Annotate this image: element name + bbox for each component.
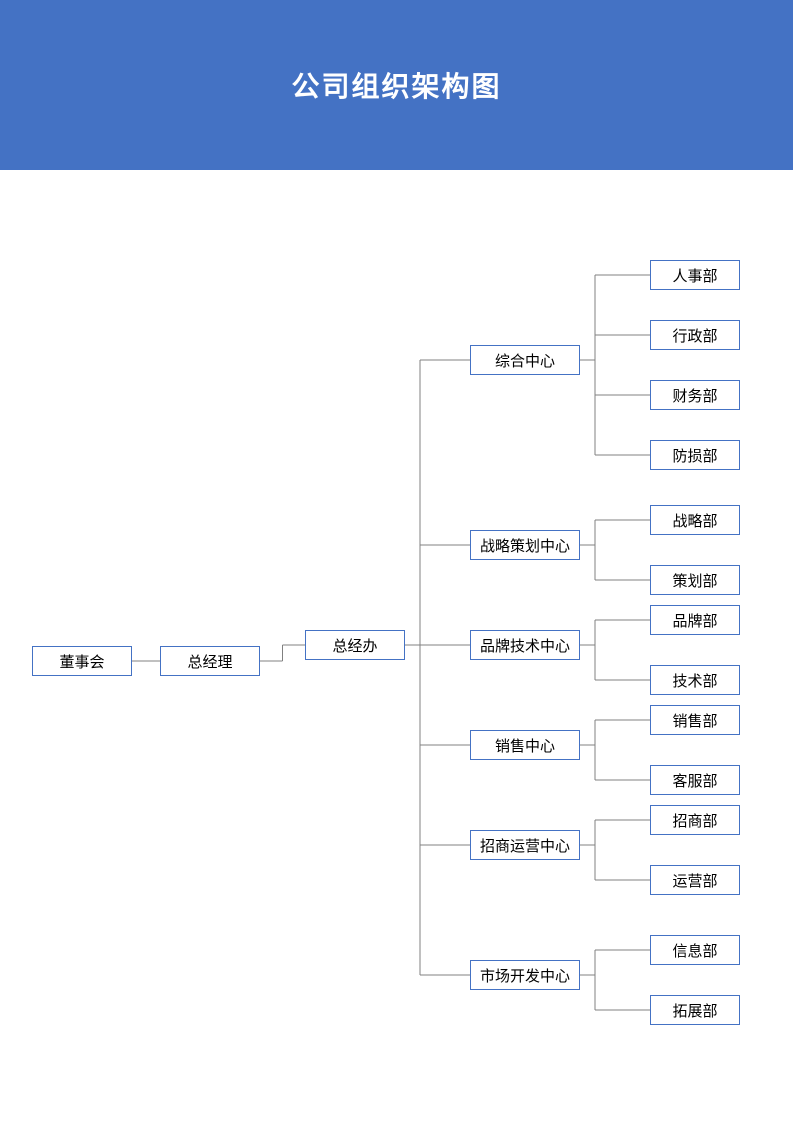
- node-board: 董事会: [32, 646, 132, 676]
- node-center-merchant-op: 招商运营中心: [470, 830, 580, 860]
- node-general-manager: 总经理: [160, 646, 260, 676]
- node-dept-finance: 财务部: [650, 380, 740, 410]
- node-center-brand-tech: 品牌技术中心: [470, 630, 580, 660]
- node-dept-planning: 策划部: [650, 565, 740, 595]
- node-dept-brand: 品牌部: [650, 605, 740, 635]
- node-dept-operation: 运营部: [650, 865, 740, 895]
- node-dept-expand: 拓展部: [650, 995, 740, 1025]
- node-center-general: 综合中心: [470, 345, 580, 375]
- node-center-strategy: 战略策划中心: [470, 530, 580, 560]
- node-center-market-dev: 市场开发中心: [470, 960, 580, 990]
- header-banner: 公司组织架构图: [0, 0, 793, 170]
- page-title: 公司组织架构图: [291, 65, 501, 105]
- node-dept-strategy: 战略部: [650, 505, 740, 535]
- node-dept-loss-prev: 防损部: [650, 440, 740, 470]
- node-center-sales: 销售中心: [470, 730, 580, 760]
- node-dept-cs: 客服部: [650, 765, 740, 795]
- org-chart: 董事会 总经理 总经办 综合中心 战略策划中心 品牌技术中心 销售中心 招商运营…: [0, 170, 793, 1122]
- node-dept-admin: 行政部: [650, 320, 740, 350]
- node-dept-info: 信息部: [650, 935, 740, 965]
- node-dept-hr: 人事部: [650, 260, 740, 290]
- node-dept-sales: 销售部: [650, 705, 740, 735]
- node-dept-tech: 技术部: [650, 665, 740, 695]
- node-dept-merchant: 招商部: [650, 805, 740, 835]
- node-gm-office: 总经办: [305, 630, 405, 660]
